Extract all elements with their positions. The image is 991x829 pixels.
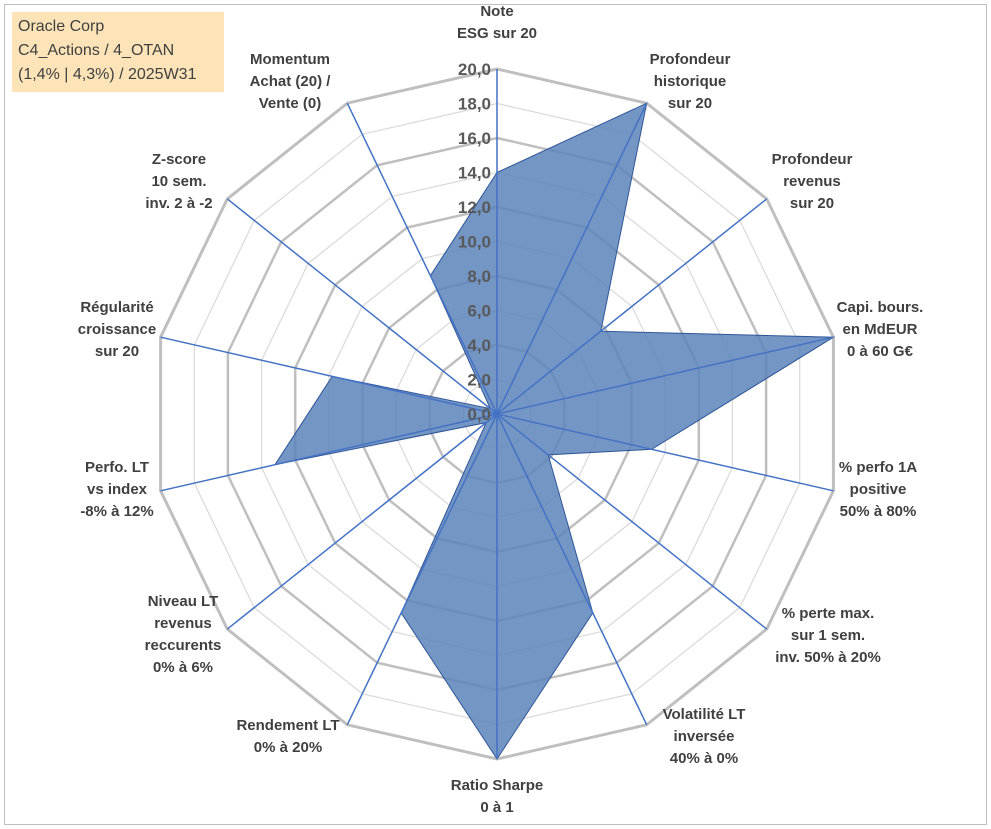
axis-label: % perte max. sur 1 sem. inv. 50% à 20% [775, 605, 881, 666]
tick-label: 8,0 [467, 267, 491, 286]
axis-label: Perfo. LT vs index -8% à 12% [80, 459, 153, 520]
axis-label: Profondeur historique sur 20 [650, 51, 731, 112]
axis-spoke [496, 102, 648, 415]
axis-label: Z-score 10 sem. inv. 2 à -2 [145, 151, 212, 212]
tick-label: 14,0 [458, 164, 491, 183]
info-box: Oracle Corp C4_Actions / 4_OTAN (1,4% | … [12, 12, 224, 92]
axis-spoke [496, 413, 834, 492]
tick-label: 18,0 [458, 95, 491, 114]
info-period: (1,4% | 4,3%) / 2025W31 [18, 66, 197, 83]
axis-spoke [496, 413, 648, 726]
axis-spoke [496, 413, 768, 630]
axis-label: % perfo 1A positive 50% à 80% [839, 459, 918, 520]
axis-spoke [160, 413, 498, 492]
axis-label: Capi. bours. en MdEUR 0 à 60 G€ [837, 299, 924, 360]
axis-label: Niveau LT revenus reccurents 0% à 6% [145, 593, 222, 676]
tick-label: 20,0 [458, 60, 491, 79]
axis-label: Régularité croissance sur 20 [78, 299, 156, 360]
axis-spoke [496, 198, 768, 415]
axis-label: Profondeur revenus sur 20 [772, 151, 853, 212]
axis-spoke [226, 198, 498, 415]
axis-label: Volatilité LT inversée 40% à 0% [663, 706, 746, 767]
info-category: C4_Actions / 4_OTAN [18, 42, 175, 59]
tick-label: 6,0 [467, 302, 491, 321]
tick-label: 4,0 [467, 336, 491, 355]
axis-spoke [346, 102, 498, 415]
tick-label: 12,0 [458, 198, 491, 217]
axis-spoke [160, 336, 498, 415]
tick-label: 2,0 [467, 371, 491, 390]
axis-label: Ratio Sharpe 0 à 1 [451, 777, 544, 816]
axis-label: Note ESG sur 20 [457, 3, 537, 42]
tick-label: 10,0 [458, 233, 491, 252]
tick-label: 16,0 [458, 129, 491, 148]
tick-label: 0,0 [467, 405, 491, 424]
data-area [273, 102, 836, 760]
axis-spoke [226, 413, 498, 630]
axis-spoke [346, 413, 498, 726]
axis-spoke [496, 336, 834, 415]
axis-label: Rendement LT 0% à 20% [236, 717, 339, 756]
info-title: Oracle Corp [18, 18, 105, 35]
axis-label: Momentum Achat (20) / Vente (0) [250, 51, 332, 112]
